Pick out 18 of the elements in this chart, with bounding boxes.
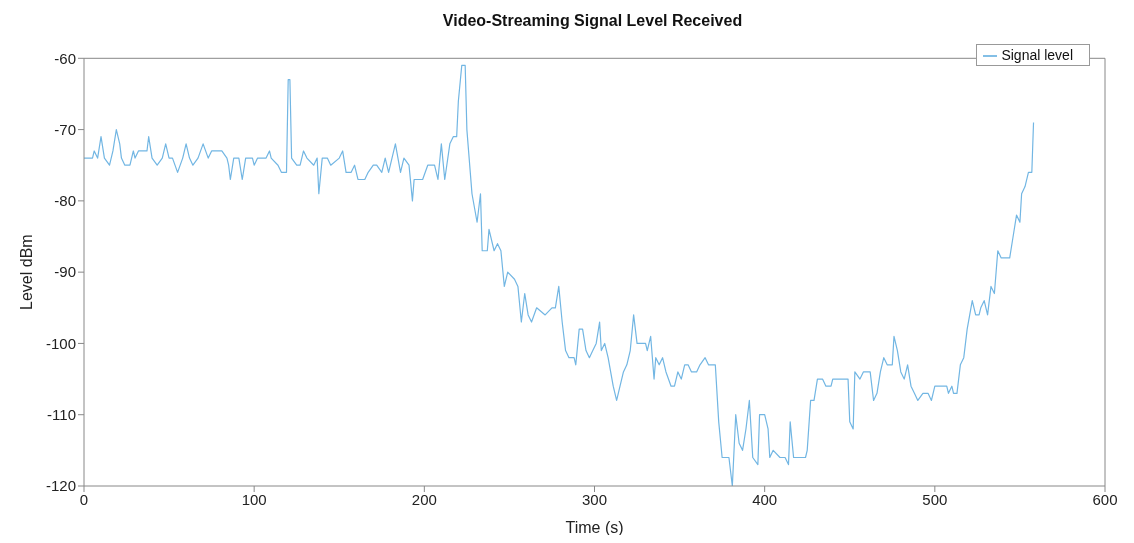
y-tick-label: -100 xyxy=(45,334,76,352)
x-tick-label: 300 xyxy=(581,490,608,508)
x-tick-label: 600 xyxy=(1092,490,1118,508)
y-tick-label: -60 xyxy=(54,49,76,67)
y-axis-title: Level dBm xyxy=(17,234,35,310)
x-tick-label: 100 xyxy=(241,490,267,508)
chart-title: Video-Streaming Signal Level Received xyxy=(441,12,744,30)
y-tick-label: -80 xyxy=(54,192,76,210)
line-series xyxy=(84,64,1035,486)
legend-label: Signal level xyxy=(1001,47,1073,63)
y-tick-label: -70 xyxy=(54,120,76,138)
x-tick-label: 400 xyxy=(752,490,778,508)
x-tick-label: 0 xyxy=(79,490,89,508)
y-tick-label: -110 xyxy=(47,406,76,424)
y-tick-label: -120 xyxy=(45,477,76,495)
x-tick-label: 200 xyxy=(411,490,437,508)
x-tick-label: 500 xyxy=(922,490,948,508)
y-tick-label: -90 xyxy=(54,263,76,281)
